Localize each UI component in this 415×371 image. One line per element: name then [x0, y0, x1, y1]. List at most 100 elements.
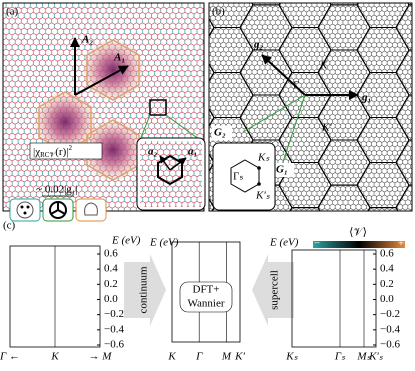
y-tick-label: −0.2 [380, 308, 400, 320]
inset-b [212, 142, 276, 211]
y-tick-label: −0.6 [104, 339, 124, 351]
plot-frame [291, 249, 377, 348]
arrow [124, 254, 166, 326]
icon [50, 202, 66, 215]
moire-overlay [35, 39, 143, 181]
moire-cell [86, 39, 140, 101]
text: RC𝒱 [40, 151, 56, 159]
label-Gs: Γₛ [233, 171, 243, 183]
vector-a1 [169, 157, 187, 171]
label-K: K [319, 60, 328, 72]
label-g2: g₂ [253, 39, 264, 51]
wavefunction-label: |χRC𝒱(r)|2 [33, 144, 72, 159]
text: |χ [33, 146, 40, 158]
zoom-line [165, 114, 201, 141]
label-G1: G₁ [276, 164, 288, 176]
label-Kps: K′ₛ [255, 190, 271, 202]
x-tick-label: Mₛ [356, 351, 371, 363]
icon-box [75, 198, 107, 222]
moire-cell [86, 119, 140, 181]
label-Ks: Kₛ [257, 152, 270, 164]
bz-cell [395, 49, 412, 96]
bz-cell [395, 4, 412, 51]
arrow-label: supercell [269, 270, 281, 310]
zoom-box [149, 99, 167, 116]
k-point [257, 166, 261, 170]
y-tick-label: 0.6 [380, 248, 394, 260]
panel-c: (c) ~ 0.02|g₁| continuum supercell [3, 184, 294, 326]
x-tick-label: M [221, 351, 232, 363]
arrow-label: continuum [138, 266, 150, 313]
y-axis-label: E (eV) [269, 237, 299, 249]
colorbar-label: ⟨𝒱⟩ [349, 227, 367, 239]
icon-box [9, 198, 41, 222]
icon [84, 202, 98, 216]
bz-cell [211, 207, 243, 211]
bz-cell [318, 275, 370, 320]
icon [20, 205, 24, 209]
y-tick-label: 0.2 [104, 278, 118, 290]
bz-grid [209, 3, 412, 320]
arrow [252, 254, 294, 326]
y-tick-label: 0.0 [104, 293, 118, 305]
icon [23, 211, 27, 215]
x-tick-label: Γ ← [0, 351, 20, 363]
inset-lattice [140, 141, 202, 207]
zoom-line [281, 94, 306, 166]
label-box [29, 142, 103, 160]
x-tick-label: K′ₛ [368, 351, 384, 363]
k-point [257, 182, 261, 186]
x-tick-label: K′ [234, 351, 245, 363]
label-A1: A₁ [113, 52, 125, 64]
zoom-line [139, 114, 151, 141]
text: 2 [68, 144, 72, 152]
text: (r)| [55, 146, 68, 158]
y-axis-label: E (eV) [149, 237, 179, 249]
panel-label: (b) [212, 6, 225, 18]
bz-cell [395, 184, 412, 211]
bz-cell [395, 94, 412, 141]
label-A2: A₂ [81, 34, 93, 46]
label-g1: g₁ [361, 92, 371, 104]
panel-b: (b) g₂ g₁ K Γ K′ G₂ G₁ Kₛ Γₛ K′ₛ [208, 2, 413, 320]
y-axis-label: E (eV) [111, 235, 141, 247]
vector-a1 [74, 65, 129, 96]
label-a1: a₁ [188, 146, 197, 158]
wavefunction-blob [83, 120, 143, 180]
annotation: DFT+ [193, 284, 220, 296]
x-tick-label: K [50, 351, 59, 363]
y-tick-label: −0.4 [104, 323, 124, 335]
label-bg [274, 163, 294, 177]
annotation-box [179, 281, 233, 313]
y-tick-label: 0.0 [380, 293, 394, 305]
vector-a2 [159, 155, 171, 171]
y-tick-label: −0.2 [104, 308, 124, 320]
bz-cell [395, 139, 412, 186]
wavefunction-blob [83, 40, 143, 100]
zoom-line [242, 94, 306, 133]
label-G2: G₂ [214, 127, 226, 139]
x-tick-label: → M [89, 351, 113, 363]
label-bg [212, 126, 232, 140]
y-tick-label: 0.4 [104, 263, 118, 275]
vector-g2 [261, 54, 306, 96]
icon [26, 205, 30, 209]
label-Gamma: Γ [293, 80, 299, 92]
colorbar [313, 241, 405, 248]
plot-frame [171, 241, 241, 343]
panel-a: (a) A₂ A₁ |χRC𝒱(r)|2 a₂ a₁ [2, 2, 206, 212]
colorbar-tick: + [398, 238, 404, 250]
icon [16, 201, 34, 219]
scale-note: ~ 0.02|g₁| [36, 184, 78, 196]
panel-label: (c) [3, 220, 16, 232]
panel-label: (a) [6, 6, 19, 18]
y-tick-label: 0.6 [104, 248, 118, 260]
wavefunction-blob [35, 92, 95, 152]
y-tick-label: 0.4 [380, 263, 394, 275]
x-tick-label: K [167, 351, 176, 363]
colorbar-tick: − [314, 238, 320, 250]
y-tick-label: −0.4 [380, 323, 400, 335]
y-tick-label: −0.6 [380, 339, 400, 351]
label-a2: a₂ [148, 146, 158, 158]
